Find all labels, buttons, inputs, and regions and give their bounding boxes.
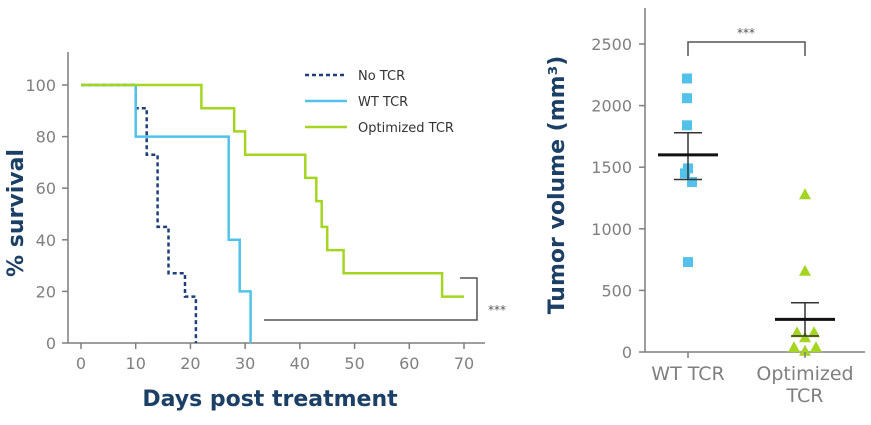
tumor-point-square bbox=[682, 93, 692, 104]
tumor-point-triangle bbox=[788, 341, 800, 353]
survival-line-no-tcr bbox=[81, 83, 198, 343]
tumor-bracket bbox=[687, 41, 806, 56]
tumor-significance-label: *** bbox=[737, 26, 755, 40]
survival-x-tick-label: 60 bbox=[399, 354, 419, 373]
tumor-y-ticks: 0 500 1000 1500 2000 2500 bbox=[591, 35, 645, 362]
survival-chart: 0 20 40 60 80 100 0 10 20 30 40 50 60 70 *** No TCR W… bbox=[4, 52, 506, 412]
tumor-y-tick-label: 500 bbox=[601, 281, 632, 300]
tumor-y-axis-title: Tumor volume (mm³) bbox=[545, 56, 570, 315]
survival-x-tick-label: 70 bbox=[454, 354, 474, 373]
survival-y-tick-label: 60 bbox=[36, 179, 56, 198]
tumor-category-labels: WT TCR Optimized TCR bbox=[651, 352, 854, 407]
survival-x-tick-label: 20 bbox=[180, 354, 200, 373]
tumor-category-label: Optimized TCR bbox=[756, 363, 853, 407]
tumor-y-tick-label: 2000 bbox=[591, 97, 632, 116]
survival-y-axis-title: % survival bbox=[4, 149, 29, 277]
survival-significance-label: *** bbox=[488, 303, 506, 317]
tumor-point-square bbox=[682, 73, 692, 84]
legend-label: WT TCR bbox=[358, 95, 408, 110]
survival-legend: No TCR WT TCR Optimized TCR bbox=[305, 69, 454, 136]
tumor-category-label-line: WT TCR bbox=[651, 363, 724, 385]
survival-lines bbox=[81, 83, 464, 343]
tumor-y-tick-label: 1500 bbox=[591, 158, 632, 177]
survival-x-axis-title: Days post treatment bbox=[142, 387, 398, 412]
tumor-category-label-line: TCR bbox=[786, 385, 824, 407]
survival-line-wt-tcr bbox=[81, 83, 252, 343]
survival-x-tick-label: 0 bbox=[76, 354, 86, 373]
legend-label: No TCR bbox=[358, 69, 405, 84]
legend-label: Optimized TCR bbox=[358, 121, 454, 136]
survival-significance: *** bbox=[264, 277, 506, 321]
survival-x-tick-label: 50 bbox=[344, 354, 364, 373]
survival-y-tick-label: 0 bbox=[46, 334, 56, 353]
tumor-point-triangle bbox=[799, 264, 811, 276]
survival-x-tick-label: 40 bbox=[290, 354, 310, 373]
tumor-y-tick-label: 1000 bbox=[591, 220, 632, 239]
survival-x-tick-label: 10 bbox=[126, 354, 146, 373]
tumor-point-square bbox=[687, 176, 697, 187]
tumor-point-triangle bbox=[808, 326, 820, 338]
tumor-point-triangle bbox=[810, 341, 822, 353]
tumor-point-triangle bbox=[799, 344, 811, 356]
tumor-y-tick-label: 0 bbox=[622, 343, 632, 362]
tumor-point-square bbox=[682, 120, 692, 131]
tumor-category-label: WT TCR bbox=[651, 363, 724, 385]
tumor-point-square bbox=[680, 168, 690, 179]
survival-y-ticks: 0 20 40 60 80 100 bbox=[25, 76, 68, 353]
survival-y-tick-label: 80 bbox=[36, 128, 56, 147]
tumor-point-square bbox=[683, 257, 693, 268]
tumor-category-label-line: Optimized bbox=[756, 363, 853, 385]
tumor-significance: *** bbox=[687, 26, 806, 56]
tumor-point-triangle bbox=[799, 188, 811, 200]
survival-y-tick-label: 20 bbox=[36, 282, 56, 301]
survival-x-ticks: 0 10 20 30 40 50 60 70 bbox=[76, 343, 474, 373]
tumor-y-tick-label: 2500 bbox=[591, 35, 632, 54]
tumor-points bbox=[658, 73, 835, 356]
survival-bracket bbox=[264, 277, 478, 321]
survival-x-tick-label: 30 bbox=[235, 354, 255, 373]
survival-line-optimized-tcr bbox=[81, 83, 464, 298]
survival-y-tick-label: 40 bbox=[36, 231, 56, 250]
tumor-point-triangle bbox=[791, 326, 803, 338]
survival-y-tick-label: 100 bbox=[25, 76, 56, 95]
